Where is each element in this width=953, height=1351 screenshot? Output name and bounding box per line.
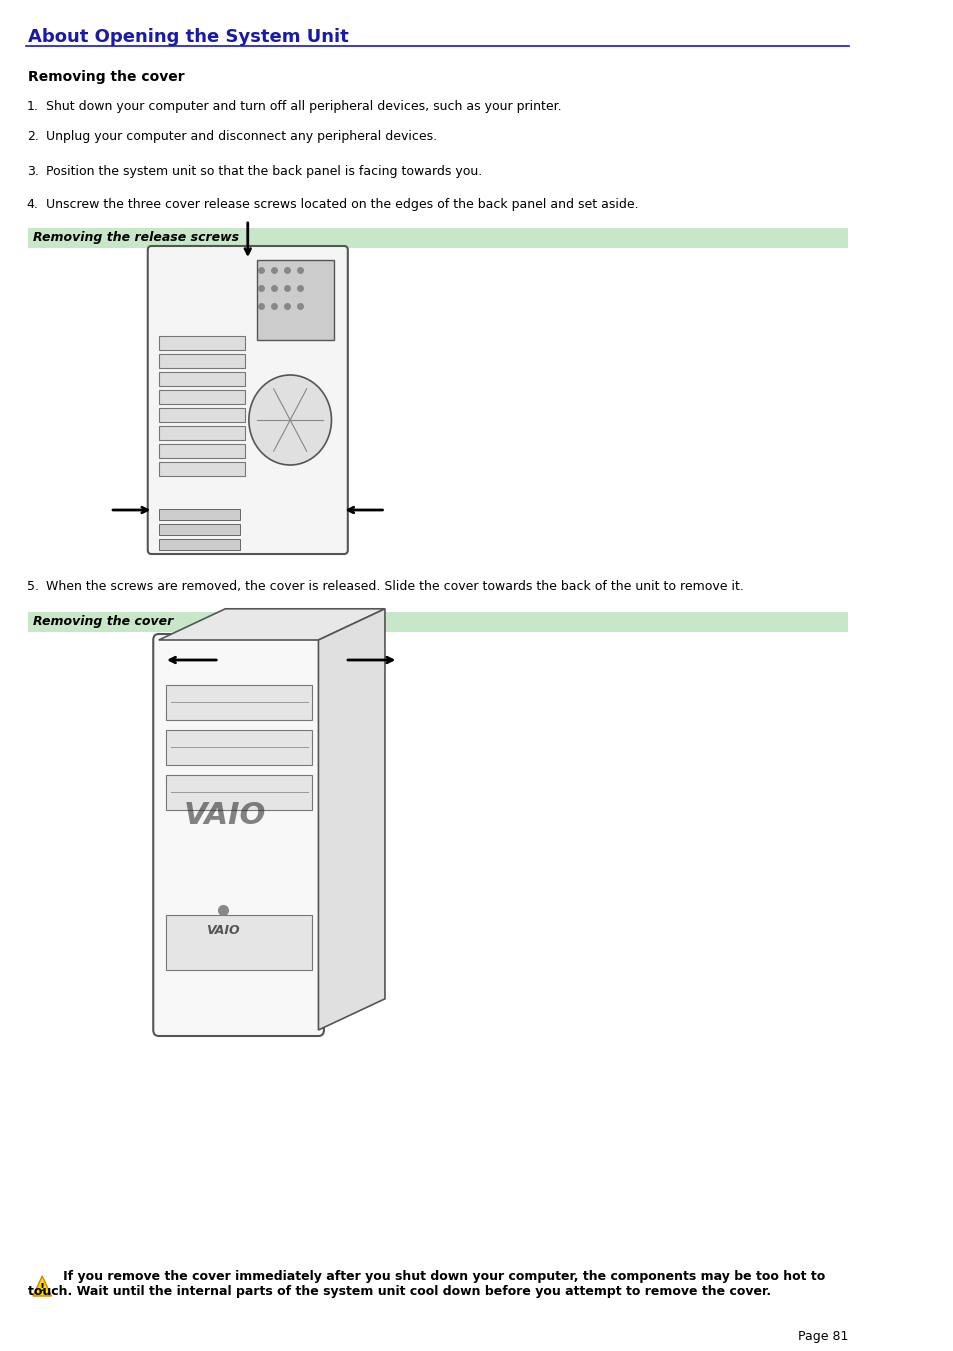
Polygon shape — [318, 609, 385, 1029]
Text: 5.: 5. — [27, 580, 38, 593]
Text: Removing the cover: Removing the cover — [33, 616, 173, 628]
Text: !: ! — [40, 1283, 45, 1293]
Text: 1.: 1. — [27, 100, 38, 113]
FancyBboxPatch shape — [148, 246, 348, 554]
FancyBboxPatch shape — [28, 228, 847, 249]
Text: touch. Wait until the internal parts of the system unit cool down before you att: touch. Wait until the internal parts of … — [28, 1285, 770, 1298]
Bar — [158, 462, 245, 476]
Text: About Opening the System Unit: About Opening the System Unit — [28, 28, 348, 46]
Text: 3.: 3. — [27, 165, 38, 178]
Bar — [158, 336, 245, 350]
Text: If you remove the cover immediately after you shut down your computer, the compo: If you remove the cover immediately afte… — [51, 1270, 825, 1283]
Bar — [166, 915, 313, 970]
Bar — [158, 539, 239, 550]
Text: Unscrew the three cover release screws located on the edges of the back panel an: Unscrew the three cover release screws l… — [46, 199, 638, 211]
Text: VAIO: VAIO — [206, 924, 239, 936]
Bar — [166, 730, 313, 765]
Text: Removing the cover: Removing the cover — [28, 70, 184, 84]
Bar — [158, 390, 245, 404]
Polygon shape — [33, 1275, 51, 1296]
FancyBboxPatch shape — [153, 634, 324, 1036]
Text: Page 81: Page 81 — [797, 1329, 847, 1343]
Text: Unplug your computer and disconnect any peripheral devices.: Unplug your computer and disconnect any … — [46, 130, 436, 143]
Polygon shape — [158, 609, 385, 640]
Text: Shut down your computer and turn off all peripheral devices, such as your printe: Shut down your computer and turn off all… — [46, 100, 561, 113]
Text: 2.: 2. — [27, 130, 38, 143]
Bar — [158, 509, 239, 520]
Bar — [158, 372, 245, 386]
Bar — [166, 685, 313, 720]
Circle shape — [249, 376, 331, 465]
Bar — [158, 426, 245, 440]
Bar — [158, 354, 245, 367]
Text: 4.: 4. — [27, 199, 38, 211]
Bar — [166, 775, 313, 811]
Text: VAIO: VAIO — [184, 801, 266, 830]
Bar — [158, 524, 239, 535]
Bar — [158, 444, 245, 458]
Text: Position the system unit so that the back panel is facing towards you.: Position the system unit so that the bac… — [46, 165, 481, 178]
Text: Removing the release screws: Removing the release screws — [33, 231, 239, 245]
Bar — [257, 259, 335, 340]
FancyBboxPatch shape — [28, 612, 847, 632]
Bar — [158, 408, 245, 422]
Text: When the screws are removed, the cover is released. Slide the cover towards the : When the screws are removed, the cover i… — [46, 580, 743, 593]
